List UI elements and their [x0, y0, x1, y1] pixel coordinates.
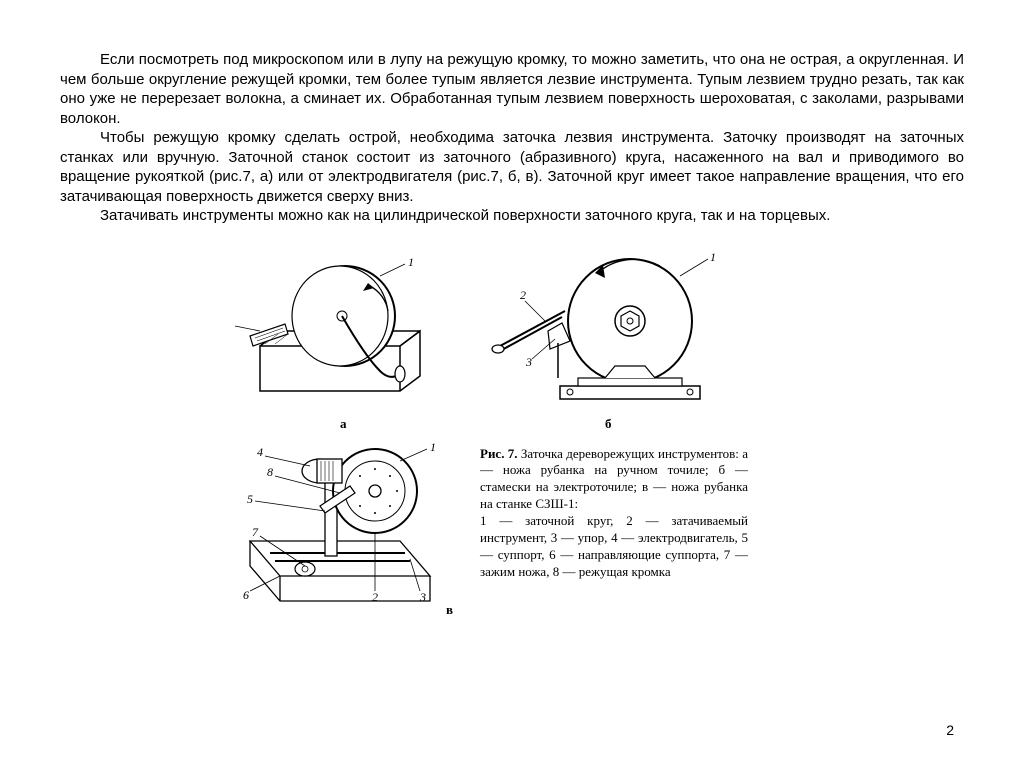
caption-legend: 1 — заточной круг, 2 — затачиваемый инст…	[480, 513, 748, 579]
figure-label-a: а	[340, 416, 347, 433]
callout-b-2: 2	[520, 288, 526, 302]
paragraph-2: Чтобы режущую кромку сделать острой, нео…	[60, 128, 964, 206]
callout-a-1: 1	[408, 256, 414, 269]
callout-b-3: 3	[525, 355, 532, 369]
callout-c-7: 7	[252, 525, 259, 539]
figure-7: 1 2	[60, 246, 964, 616]
figure-label-b: б	[605, 416, 612, 433]
figure-label-c: в	[446, 602, 453, 619]
callout-c-5: 5	[247, 492, 253, 506]
paragraph-1: Если посмотреть под микроскопом или в лу…	[60, 50, 964, 128]
page-number: 2	[946, 721, 954, 739]
caption-body: Заточка дереворежущих инструментов: а — …	[480, 446, 748, 512]
figure-7b: 1 2 3	[490, 251, 720, 411]
callout-c-4: 4	[257, 445, 263, 459]
callout-c-3: 3	[419, 590, 426, 604]
callout-c-8: 8	[267, 465, 273, 479]
figure-7c: 1 2 3 4 5 6 7 8	[225, 441, 455, 611]
figure-caption: Рис. 7. Заточка дереворежущих инструмент…	[480, 446, 748, 581]
callout-c-1: 1	[430, 441, 436, 454]
figure-7a: 1 2	[230, 256, 450, 406]
callout-b-1: 1	[710, 251, 716, 264]
callout-c-6: 6	[243, 588, 249, 602]
callout-c-2: 2	[372, 590, 378, 604]
caption-bold: Рис. 7.	[480, 446, 518, 461]
paragraph-3: Затачивать инструменты можно как на цили…	[60, 206, 964, 226]
